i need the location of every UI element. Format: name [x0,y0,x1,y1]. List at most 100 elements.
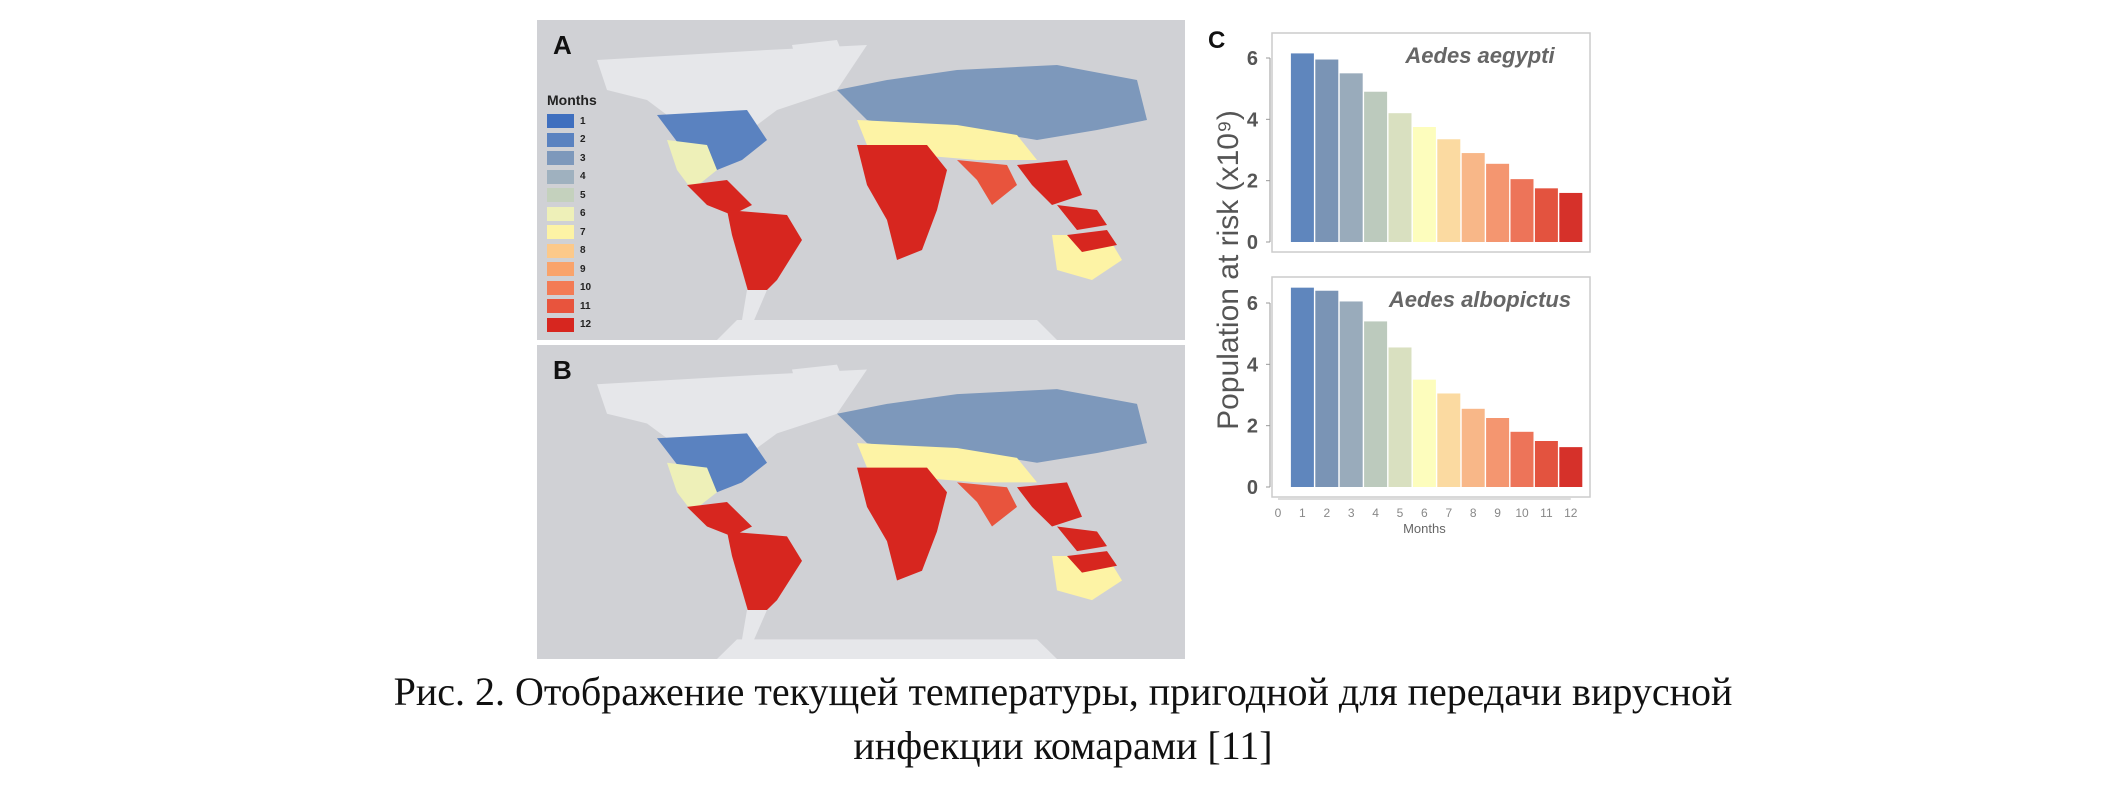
legend-item: 2 [547,131,597,150]
bar [1437,139,1461,242]
x-axis-label: Months [1403,521,1446,536]
bar [1339,73,1363,242]
legend-swatch [547,317,574,332]
legend-item: 4 [547,168,597,187]
x-tick-label: 11 [1540,506,1553,520]
land-region [742,290,767,325]
bar [1486,163,1510,242]
land-region [1017,482,1082,527]
bar-chart-c: 0 2 4 6 Aedes aegypti C Population at risk (x1… [1208,27,1591,536]
y-tick-label: 4 [1247,109,1259,131]
legend-swatch [547,299,574,314]
land-region [857,145,947,260]
bar [1461,153,1485,242]
bar [1364,321,1388,487]
land-region [1057,205,1107,230]
land-region [1067,230,1117,252]
bar [1315,290,1339,487]
land-region [657,433,767,493]
legend-swatch [547,188,574,203]
land-region [1017,160,1082,205]
bar [1534,441,1558,487]
bar [1290,287,1314,487]
panel-label-c: C [1208,27,1225,54]
land-region [687,180,752,215]
x-tick-label: 7 [1445,506,1452,520]
legend-title: Months [547,92,597,108]
legend-item: 12 [547,316,597,335]
x-tick-label: 4 [1372,506,1379,520]
figure-caption-line-2: инфекции комарами [11] [853,723,1273,768]
legend-item: 11 [547,297,597,316]
y-tick-label: 4 [1247,354,1259,376]
legend-swatch [547,206,574,221]
legend-item: 10 [547,279,597,298]
legend-item: 7 [547,223,597,242]
bar [1461,408,1485,487]
land-region [657,110,767,170]
y-tick-label: 0 [1247,477,1258,499]
legend-label: 4 [580,171,586,183]
legend-label: 8 [580,245,586,257]
legend-swatch [547,151,574,166]
legend-label: 2 [580,134,586,146]
panel-title: Aedes aegypti [1404,43,1555,68]
world-map-b [597,364,1147,659]
panel-label-a: A [553,30,572,60]
bar [1559,447,1583,487]
legend-label: 12 [580,319,592,331]
bar [1315,59,1339,243]
y-tick-label: 0 [1247,232,1258,254]
legend-swatch [547,262,574,277]
x-tick-label: 6 [1421,506,1428,520]
bar [1510,179,1534,242]
x-tick-label: 10 [1515,506,1529,520]
y-tick-label: 6 [1247,293,1258,315]
x-tick-label: 5 [1397,506,1404,520]
land-region [717,320,1057,340]
bar [1290,53,1314,243]
x-tick-label: 1 [1299,506,1306,520]
x-tick-label: 0 [1275,506,1282,520]
legend-label: 11 [580,300,591,312]
legend-label: 3 [580,152,586,164]
land-region [792,364,847,404]
legend-item: 5 [547,186,597,205]
y-axis-label: Population at risk (x10⁹) [1212,110,1245,430]
panel-title: Aedes albopictus [1388,287,1571,312]
bar [1388,347,1412,487]
bar [1559,192,1583,242]
land-region [727,210,802,305]
bar [1388,113,1412,242]
legend-swatch [547,114,574,129]
y-tick-label: 2 [1247,416,1258,438]
legend-swatch [547,243,574,258]
y-tick-label: 6 [1247,48,1258,70]
legend-item: 8 [547,242,597,261]
bar [1437,393,1461,487]
legend-swatch [547,280,574,295]
land-region [667,462,717,512]
land-region [857,467,947,581]
land-region [1067,551,1117,573]
bar [1364,91,1388,242]
legend-label: 10 [580,282,592,294]
bar [1510,431,1534,487]
land-region [727,531,802,625]
x-tick-label: 12 [1564,506,1578,520]
panel-label-b: B [553,355,572,385]
legend-item: 3 [547,149,597,168]
land-region [957,160,1017,205]
bar [1534,188,1558,242]
land-region [837,389,1147,463]
land-region [1057,526,1107,552]
legend-item: 6 [547,205,597,224]
land-region [957,482,1017,527]
land-region [667,140,717,190]
land-region [597,369,867,483]
legend-label: 6 [580,208,586,220]
bar [1486,418,1510,487]
legend-label: 9 [580,263,586,275]
figure-caption-line-1: Рис. 2. Отображение текущей температуры,… [393,669,1733,714]
legend-swatch [547,169,574,184]
